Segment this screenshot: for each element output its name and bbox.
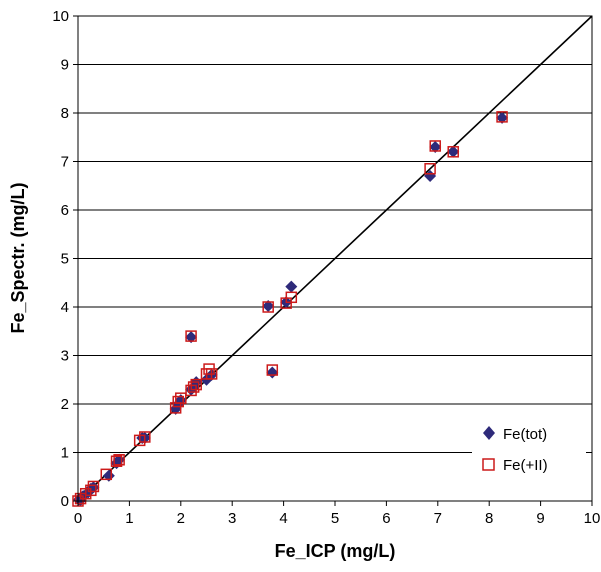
x-axis-ticks: 0 1 2 3 4 5 6 7 8 9 10 xyxy=(74,501,601,527)
y-tick-label: 9 xyxy=(61,57,69,74)
data-point-diamond xyxy=(429,140,442,153)
data-point-diamond xyxy=(447,145,460,158)
data-point-square xyxy=(110,455,123,467)
legend-fe-tot-diamond-icon xyxy=(483,426,495,440)
data-point-square xyxy=(496,111,508,123)
data-point-diamond xyxy=(285,280,298,293)
legend-label-fe-ii: Fe(+II) xyxy=(503,457,548,474)
x-tick-label: 4 xyxy=(279,510,287,527)
x-tick-label: 0 xyxy=(74,510,82,527)
data-point-square xyxy=(285,291,298,304)
y-tick-label: 8 xyxy=(61,105,69,122)
y-tick-label: 5 xyxy=(61,251,69,268)
y-tick-label: 4 xyxy=(61,299,69,316)
x-tick-label: 8 xyxy=(485,510,493,527)
y-tick-label: 1 xyxy=(61,445,69,462)
data-point-square xyxy=(424,163,436,175)
data-point-square xyxy=(266,364,279,376)
x-tick-label: 1 xyxy=(125,510,133,527)
x-axis-title: Fe_ICP (mg/L) xyxy=(275,541,396,561)
data-point-square xyxy=(447,146,459,158)
data-point-square xyxy=(205,368,218,380)
y-tick-label: 0 xyxy=(61,493,69,510)
reference-line xyxy=(77,15,593,502)
y-tick-label: 7 xyxy=(61,154,69,171)
x-tick-label: 9 xyxy=(536,510,544,527)
data-point-diamond xyxy=(185,331,198,344)
y-tick-label: 6 xyxy=(61,202,69,219)
legend-label-fe-tot: Fe(tot) xyxy=(503,426,547,443)
data-point-square xyxy=(172,395,184,408)
y-axis-title: Fe_Spectr. (mg/L) xyxy=(8,182,28,333)
grid-lines xyxy=(78,64,592,453)
x-tick-label: 5 xyxy=(331,510,339,527)
y-tick-label: 10 xyxy=(52,8,69,25)
data-point-square xyxy=(190,378,202,391)
legend: Fe(tot) Fe(+II) xyxy=(472,420,586,482)
data-point-square xyxy=(100,468,113,481)
data-point-square xyxy=(185,330,197,342)
data-point-square xyxy=(113,454,125,466)
data-point-square xyxy=(175,392,187,404)
x-tick-label: 10 xyxy=(584,510,601,527)
series-layer xyxy=(72,111,509,507)
data-point-square xyxy=(85,484,97,497)
data-point-square xyxy=(87,480,100,493)
x-tick-label: 6 xyxy=(382,510,390,527)
data-point-diamond xyxy=(496,111,509,124)
x-tick-label: 2 xyxy=(177,510,185,527)
identity-line xyxy=(77,15,593,502)
data-point-square xyxy=(262,301,274,313)
data-point-square xyxy=(429,140,441,152)
data-point-square xyxy=(139,431,151,443)
data-point-square xyxy=(187,381,200,393)
y-tick-label: 3 xyxy=(61,348,69,365)
legend-fe-ii-square-icon xyxy=(482,458,495,471)
y-axis-ticks: 0 1 2 3 4 5 6 7 8 9 10 xyxy=(52,8,78,510)
x-tick-label: 7 xyxy=(434,510,442,527)
x-tick-label: 3 xyxy=(228,510,236,527)
data-point-diamond xyxy=(262,300,275,313)
y-tick-label: 2 xyxy=(61,396,69,413)
